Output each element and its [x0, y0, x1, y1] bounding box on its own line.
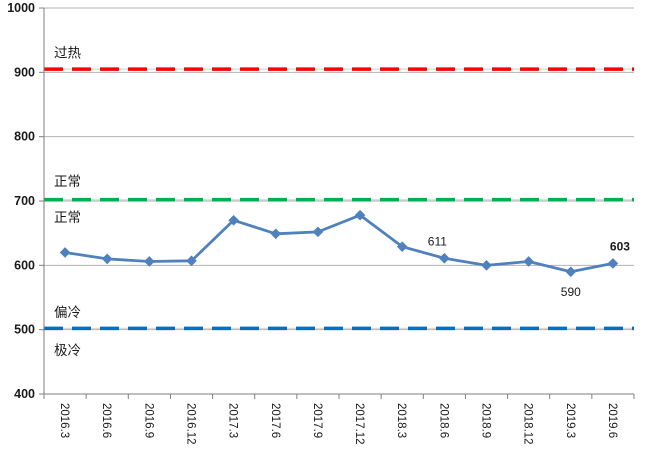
- x-axis-label: 2017.6: [269, 403, 281, 438]
- x-axis-label: 2016.12: [185, 403, 197, 445]
- x-axis-label: 2018.3: [395, 403, 407, 438]
- x-axis-label: 2017.12: [353, 403, 365, 445]
- x-axis-label: 2017.9: [311, 403, 323, 438]
- data-point-marker: [439, 252, 450, 264]
- y-axis-label: 500: [14, 323, 35, 337]
- zone-label: 正常: [54, 174, 81, 189]
- y-axis-label: 400: [14, 387, 35, 401]
- data-point-label: 590: [561, 285, 581, 299]
- zone-label: 偏冷: [54, 305, 81, 320]
- y-axis-label: 600: [14, 258, 35, 272]
- point-labels-group: 611 590 603: [428, 234, 630, 299]
- data-point-marker: [101, 253, 113, 265]
- data-point-marker: [523, 256, 534, 267]
- data-point-label: 611: [428, 234, 447, 248]
- data-point-marker: [186, 255, 197, 267]
- y-axis-labels-group: 400 500 600 700 800 900 1000: [7, 1, 35, 401]
- data-point-marker: [312, 226, 324, 238]
- x-axis-label: 2019.3: [564, 403, 576, 438]
- x-axis-label: 2018.12: [522, 403, 534, 445]
- series-line: [63, 213, 615, 274]
- reference-lines-group: [44, 67, 634, 331]
- zone-label: 正常: [54, 210, 81, 225]
- y-axis-label: 700: [14, 194, 35, 208]
- data-point-marker: [565, 266, 577, 278]
- zone-label: 极冷: [54, 343, 81, 358]
- x-axis-label: 2018.9: [480, 403, 492, 438]
- data-point-marker: [607, 258, 619, 269]
- x-axis-labels-group: 2016.3 2016.6 2016.9 2016.12 2017.3 2017.6 201…: [58, 403, 618, 445]
- data-point-label: 603: [610, 239, 630, 253]
- x-axis-label: 2016.9: [142, 403, 154, 438]
- x-axis-label: 2016.6: [100, 403, 112, 438]
- x-axis-label: 2019.6: [606, 403, 618, 438]
- y-axis-label: 800: [14, 130, 35, 144]
- data-point-marker: [481, 260, 492, 271]
- axes-group: [39, 7, 635, 399]
- data-point-marker: [396, 241, 408, 252]
- data-point-marker: [144, 256, 155, 267]
- x-axis-label: 2016.3: [58, 403, 70, 438]
- data-point-marker: [270, 228, 282, 240]
- data-point-marker: [59, 247, 71, 258]
- zone-label: 过热: [54, 46, 81, 61]
- data-point-marker: [228, 214, 239, 226]
- data-point-marker: [354, 209, 366, 221]
- y-axis-label: 900: [14, 65, 35, 79]
- x-axis-label: 2017.3: [227, 403, 239, 438]
- y-axis-label: 1000: [7, 1, 35, 15]
- x-axis-label: 2018.6: [437, 403, 449, 438]
- series-group: [59, 209, 619, 278]
